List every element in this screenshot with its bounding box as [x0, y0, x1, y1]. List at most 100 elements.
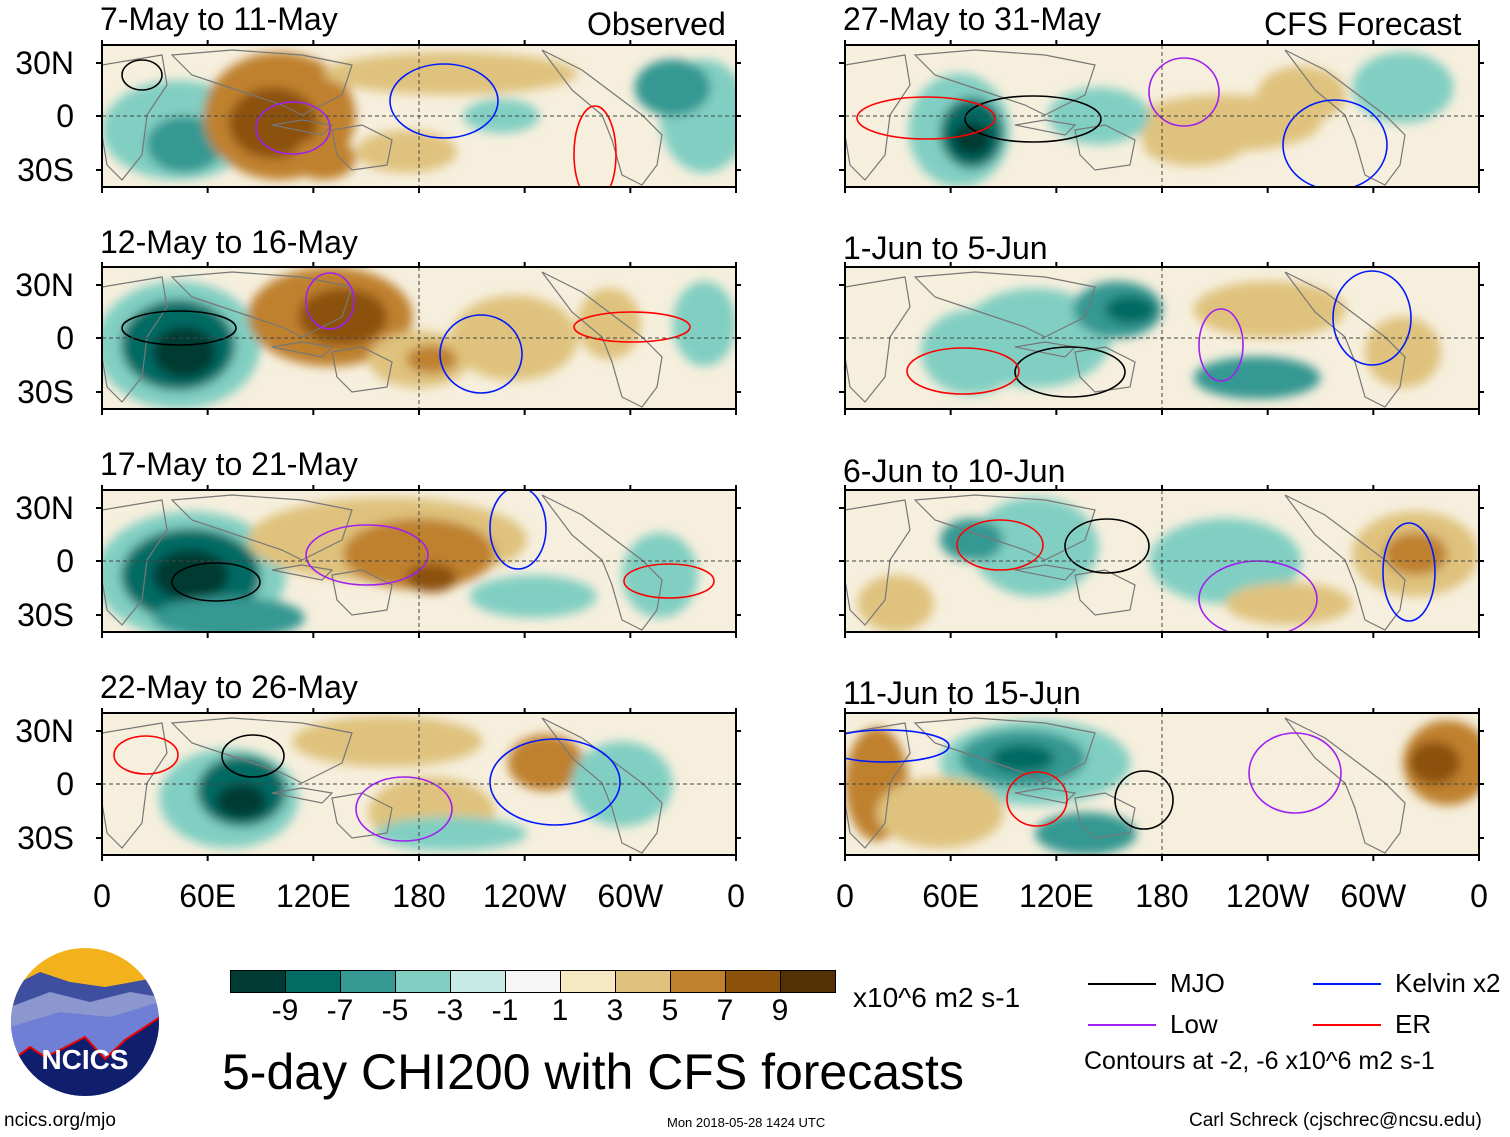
lon-label: 60W: [1340, 878, 1407, 914]
anomaly-blob: [216, 784, 267, 819]
low-contour: [255, 101, 331, 155]
legend-er: ER: [1313, 1009, 1431, 1040]
anomaly-blob: [672, 281, 736, 367]
lat-label: 30S: [17, 597, 74, 633]
er-contour: [573, 105, 617, 187]
main-title: 5-day CHI200 with CFS forecasts: [222, 1044, 964, 1100]
kelvin-contour: [1332, 270, 1412, 366]
anomaly-blob: [374, 816, 527, 851]
low-contour: [1248, 732, 1342, 814]
low-contour: [1148, 57, 1220, 127]
lon-label: 180: [392, 878, 446, 914]
er-contour: [856, 96, 996, 140]
anomaly-blob: [1142, 123, 1245, 166]
panel-title: 17-May to 21-May: [100, 446, 358, 482]
credit: Carl Schreck (cjschrec@ncsu.edu): [1189, 1110, 1482, 1131]
anomaly-blob: [228, 87, 318, 159]
map-panel: [839, 708, 1484, 861]
lon-label: 120E: [1018, 878, 1094, 914]
colorbar-swatch: [616, 971, 671, 992]
lat-label: 30N: [15, 45, 74, 81]
map-panel: [96, 485, 741, 638]
legend-mjo: MJO: [1088, 968, 1225, 999]
lon-label: 120W: [1225, 878, 1310, 914]
website-link[interactable]: ncics.org/mjo: [4, 1110, 116, 1131]
mjo-contour: [1114, 770, 1174, 830]
legend-label: Kelvin x2: [1395, 968, 1501, 998]
forecast-header: CFS Forecast: [1264, 6, 1462, 42]
anomaly-blob: [921, 309, 1023, 395]
er-contour: [956, 519, 1044, 571]
anomaly-blob: [1352, 52, 1454, 124]
anomaly-blob: [355, 130, 458, 173]
er-line-swatch: [1313, 1023, 1381, 1026]
coastlines: [102, 271, 663, 408]
colorbar-swatch: [506, 971, 561, 992]
lat-label: 30S: [17, 374, 74, 410]
colorbar-label: 3: [606, 994, 624, 1027]
er-contour: [573, 311, 691, 343]
anomaly-blob: [1409, 741, 1460, 784]
anomaly-blob: [292, 715, 483, 767]
colorbar-label: -1: [491, 994, 519, 1027]
low-line-swatch: [1088, 1023, 1156, 1026]
er-contour: [1006, 771, 1068, 827]
coastlines: [102, 49, 663, 186]
colorbar-label: -5: [381, 994, 409, 1027]
colorbar-swatch: [561, 971, 616, 992]
lon-label: 60W: [597, 878, 664, 914]
timestamp: Mon 2018-05-28 1424 UTC: [667, 1115, 826, 1130]
kelvin-contour: [845, 729, 950, 763]
observed-header: Observed: [587, 6, 726, 42]
lat-label: 30N: [15, 490, 74, 526]
kelvin-contour: [389, 63, 499, 139]
mjo-contour: [171, 562, 261, 602]
panel-title: 27-May to 31-May: [843, 1, 1101, 37]
anomaly-blob: [152, 596, 305, 632]
lon-label: 0: [836, 878, 854, 914]
mjo-contour: [221, 734, 285, 778]
anomaly-blob: [1257, 66, 1346, 124]
lon-label: 0: [727, 878, 745, 914]
anomaly-blob: [146, 116, 223, 173]
anomaly-blob: [406, 345, 458, 374]
lat-label: 0: [56, 543, 74, 579]
anomaly-blob: [323, 52, 578, 95]
colorbar-label: -3: [436, 994, 464, 1027]
panel-title: 1-Jun to 5-Jun: [843, 230, 1048, 266]
colorbar-swatch: [451, 971, 506, 992]
lat-label: 30S: [17, 820, 74, 856]
mjo-line-swatch: [1088, 982, 1156, 985]
kelvin-contour: [489, 490, 547, 570]
coastlines: [845, 49, 1406, 186]
colorbar-label: 9: [771, 994, 789, 1027]
lon-label: 0: [1470, 878, 1488, 914]
lon-label: 60E: [179, 878, 237, 914]
logo-text: NCICS: [41, 1044, 128, 1075]
colorbar-label: 1: [551, 994, 569, 1027]
lat-label: 30N: [15, 267, 74, 303]
colorbar-swatch: [286, 971, 341, 992]
colorbar-swatch: [726, 971, 781, 992]
anomaly-blob: [450, 295, 578, 381]
map-panel: [96, 708, 741, 861]
lat-label: 0: [56, 98, 74, 134]
er-contour: [623, 563, 715, 599]
lat-label: 30N: [15, 713, 74, 749]
colorbar-label: -9: [271, 994, 299, 1027]
kelvin-contour: [1382, 522, 1436, 622]
legend-label: Low: [1170, 1009, 1218, 1039]
anomaly-blob: [152, 549, 229, 601]
mjo-contour: [121, 59, 163, 91]
legend-label: MJO: [1170, 968, 1225, 998]
mjo-contour: [121, 310, 237, 346]
lon-label: 120W: [482, 878, 567, 914]
anomaly-blob: [1364, 316, 1441, 388]
map-panel: [839, 262, 1484, 415]
low-contour: [305, 524, 429, 586]
er-contour: [113, 735, 179, 775]
low-contour: [1198, 308, 1244, 382]
colorbar-label: -7: [326, 994, 354, 1027]
colorbar-label: 7: [716, 994, 734, 1027]
colorbar-swatch: [396, 971, 451, 992]
